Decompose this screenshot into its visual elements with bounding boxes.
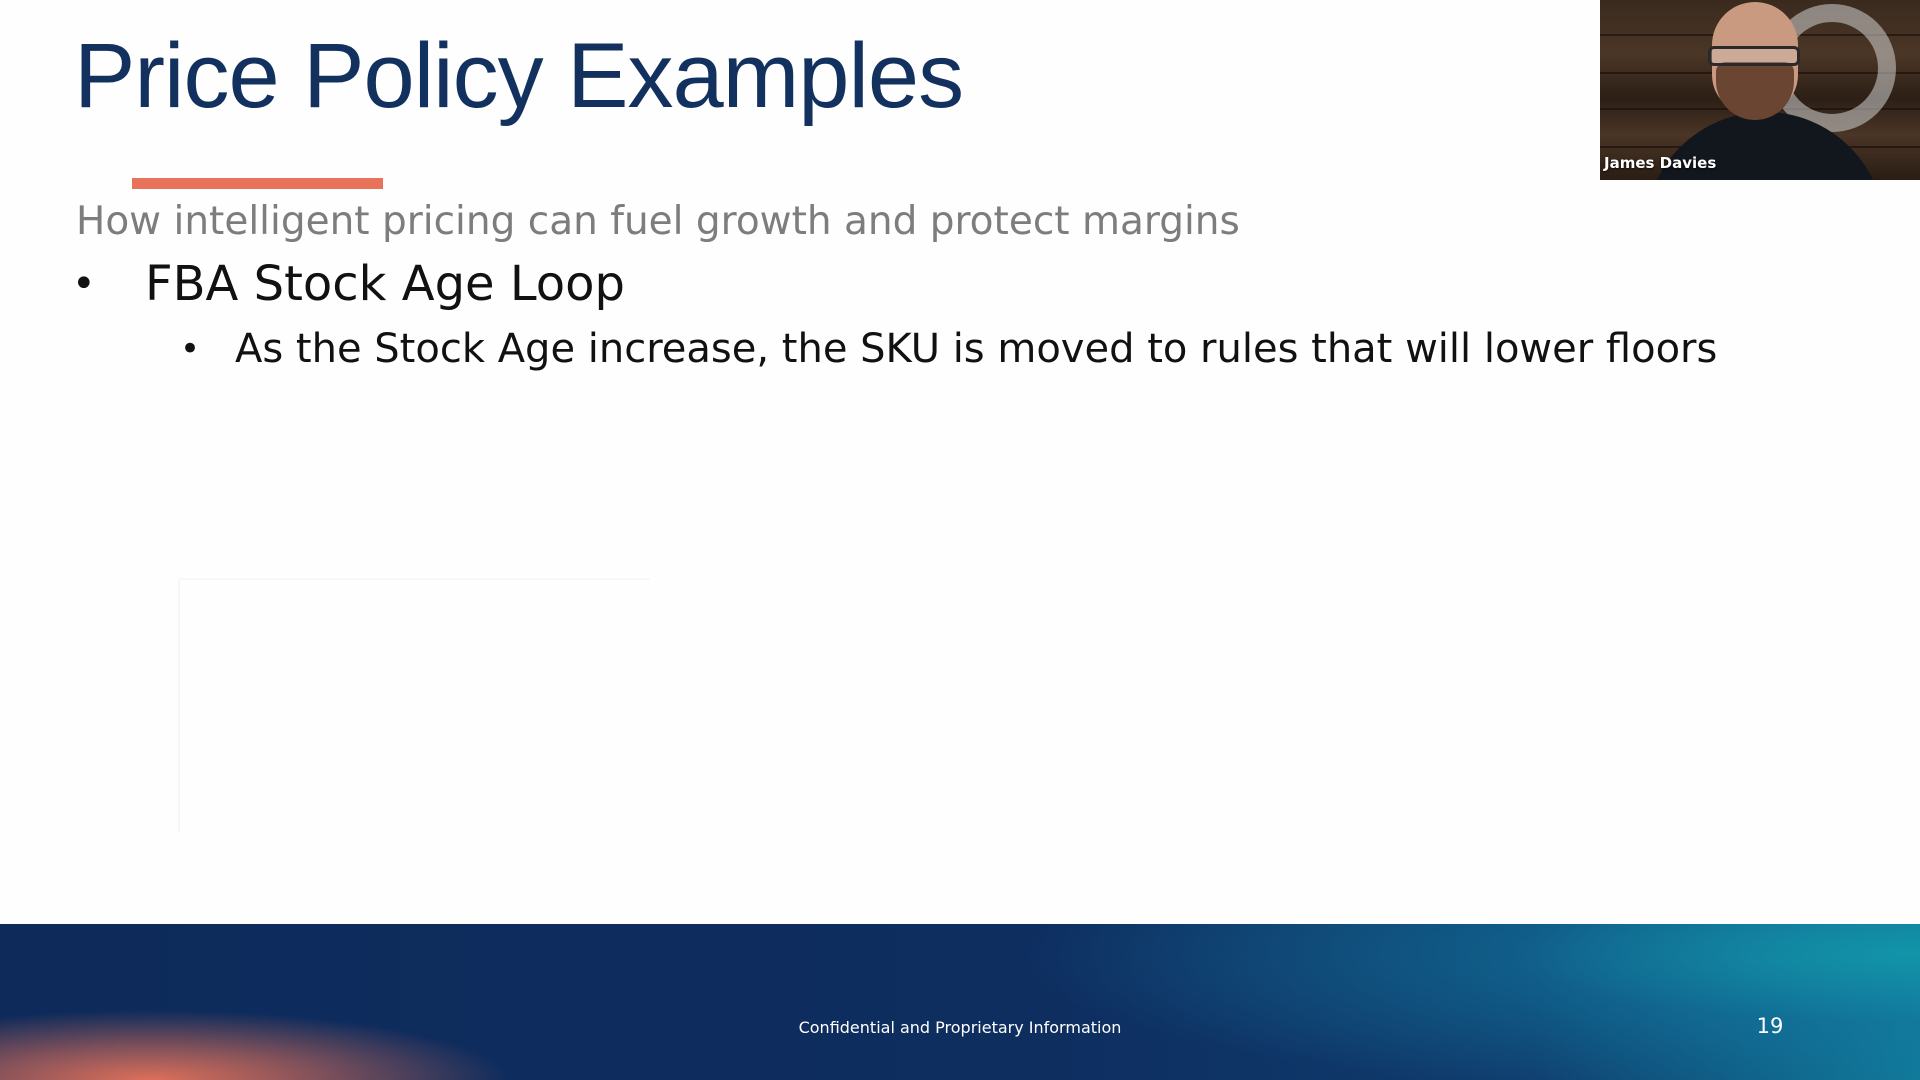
bullet-text: FBA Stock Age Loop <box>145 256 625 312</box>
bullet-marker: • <box>72 261 96 307</box>
title-accent-bar <box>132 178 383 189</box>
sub-bullet-item: • As the Stock Age increase, the SKU is … <box>180 323 1717 375</box>
participant-name-label: James Davies <box>1604 154 1717 172</box>
sub-bullet-text: As the Stock Age increase, the SKU is mo… <box>235 326 1718 372</box>
slide-title: Price Policy Examples <box>74 25 964 127</box>
footer-confidential-text: Confidential and Proprietary Information <box>798 1018 1122 1037</box>
bullet-item: • FBA Stock Age Loop <box>72 256 625 312</box>
participant-glasses <box>1708 46 1800 66</box>
participant-video-tile[interactable]: James Davies <box>1600 0 1920 180</box>
slide-page-number: 19 <box>1756 1014 1784 1038</box>
slide-footer: Confidential and Proprietary Information… <box>0 924 1920 1080</box>
slide-subtitle: How intelligent pricing can fuel growth … <box>76 199 1240 244</box>
faded-content-area <box>178 578 650 832</box>
sub-bullet-marker: • <box>180 329 201 369</box>
participant-beard <box>1716 62 1794 120</box>
